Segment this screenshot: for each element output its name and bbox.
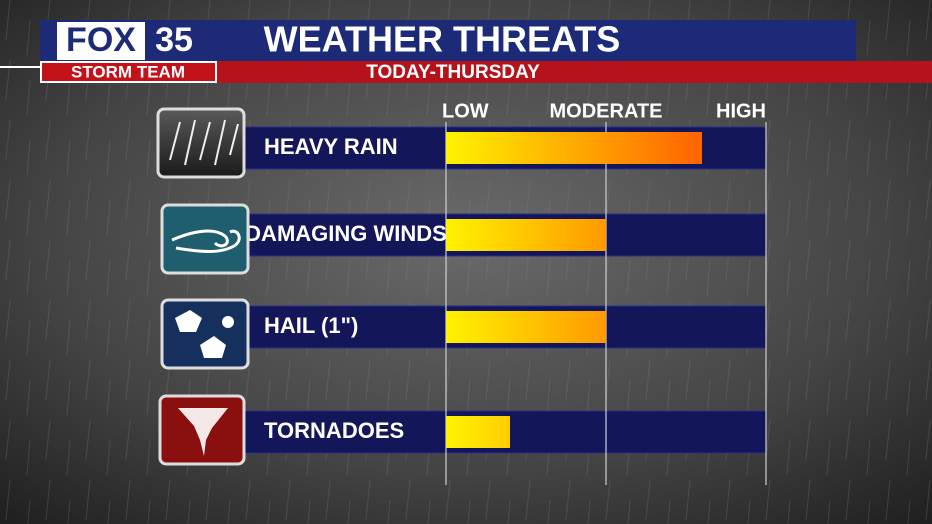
category-label: HEAVY RAIN: [264, 134, 398, 159]
x-tick-label: LOW: [442, 100, 489, 122]
logo-team: STORM TEAM: [71, 62, 185, 81]
category-label: HAIL (1"): [264, 313, 358, 338]
title-bar: [40, 20, 856, 61]
chart-subtitle: TODAY-THURSDAY: [366, 62, 540, 83]
bar: [446, 416, 510, 448]
bar: [446, 219, 606, 251]
x-tick-label: MODERATE: [550, 100, 663, 122]
x-tick-label: HIGH: [716, 100, 766, 122]
icon-rain: [156, 107, 246, 179]
chart-title: WEATHER THREATS: [264, 19, 621, 60]
bar: [446, 132, 702, 164]
icon-hail: [160, 298, 250, 370]
logo-brand: FOX: [66, 21, 136, 59]
subtitle-bar: [215, 61, 932, 83]
logo-box: [57, 22, 145, 60]
category-label: DAMAGING WINDS: [245, 221, 447, 246]
team-box: [40, 61, 217, 83]
rows: LOW MODERATE HIGH HEAVY RAIN DAMAGING WINDS H…: [244, 100, 767, 485]
icon-wind: [160, 203, 250, 275]
logo-number: 35: [155, 21, 193, 59]
category-label: TORNADOES: [264, 418, 404, 443]
icon-tornado: [158, 394, 246, 466]
bar: [446, 311, 606, 343]
